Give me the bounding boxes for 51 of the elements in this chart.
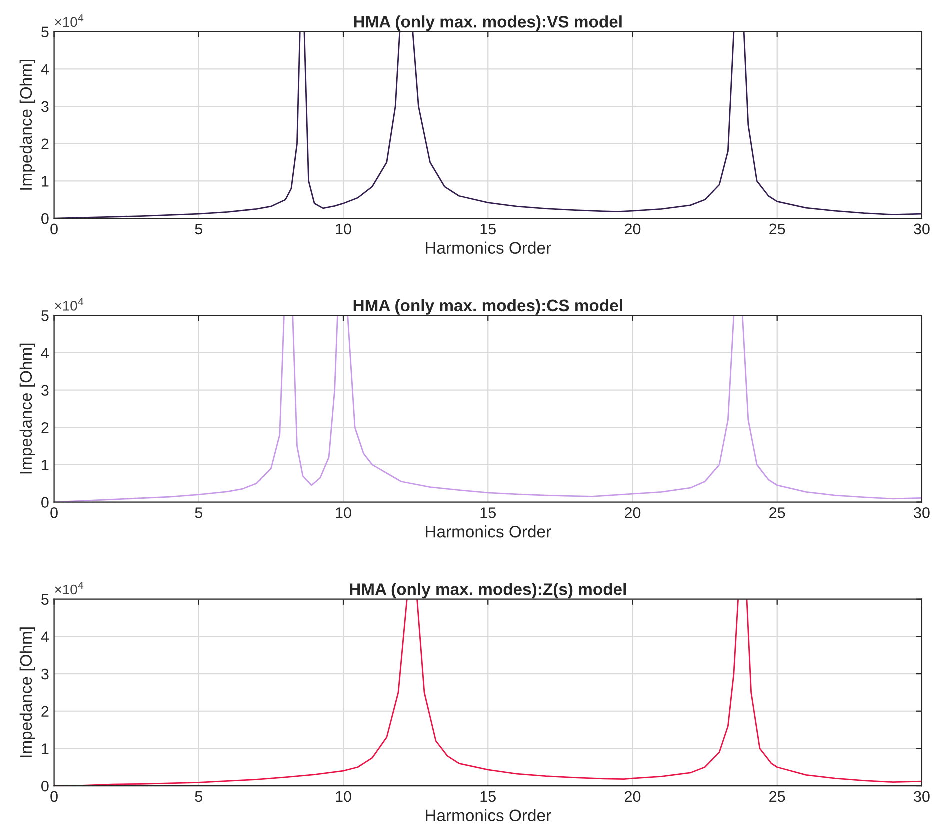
y-tick-label: 1	[42, 176, 49, 187]
y-tick-label: 5	[42, 310, 49, 322]
x-tick-label: 10	[336, 791, 352, 802]
chart-title: HMA (only max. modes):Z(s) model	[350, 583, 626, 599]
x-tick-label: 10	[336, 224, 352, 235]
x-tick-label: 25	[770, 224, 786, 235]
y-axis-title: Impedance [Ohm]	[20, 628, 36, 758]
x-tick-label: 15	[480, 508, 496, 518]
y-axis-title: Impedance [Ohm]	[20, 344, 36, 474]
y-tick-label: 4	[41, 632, 49, 642]
y-tick-label: 0	[42, 497, 49, 508]
chart-title: HMA (only max. modes):VS model	[354, 16, 622, 32]
x-axis-title: Harmonics Order	[426, 809, 552, 822]
y-tick-label: 3	[42, 385, 49, 396]
y-tick-label: 5	[42, 26, 49, 38]
x-tick-label: 5	[195, 224, 203, 235]
y-tick-label: 5	[42, 594, 49, 606]
x-axis-title: Harmonics Order	[426, 526, 552, 538]
x-tick-label: 15	[480, 224, 496, 235]
y-tick-label: 3	[42, 668, 49, 680]
x-tick-label: 30	[914, 508, 930, 518]
x-tick-label: 0	[50, 508, 58, 518]
y-tick-label: 1	[42, 460, 49, 470]
y-tick-label: 0	[42, 213, 49, 224]
y-axis-title: Impedance [Ohm]	[20, 60, 36, 190]
x-tick-label: 20	[625, 508, 641, 518]
x-tick-label: 5	[195, 791, 203, 802]
x-tick-label: 5	[195, 508, 203, 518]
y-tick-label: 1	[42, 744, 49, 754]
x-tick-label: 20	[625, 224, 641, 235]
text: ×10$^{4}$	[55, 298, 84, 311]
x-tick-label: 10	[336, 508, 352, 518]
x-tick-label: 25	[770, 791, 786, 802]
y-tick-label: 2	[42, 706, 49, 717]
x-tick-label: 30	[914, 224, 930, 235]
x-axis-title: Harmonics Order	[426, 242, 552, 254]
x-tick-label: 25	[770, 508, 786, 518]
x-tick-label: 0	[50, 224, 58, 235]
x-tick-label: 0	[50, 791, 58, 802]
y-tick-label: 2	[42, 422, 49, 434]
x-tick-label: 20	[625, 791, 641, 802]
x-tick-label: 15	[480, 791, 496, 802]
y-tick-label: 4	[41, 64, 49, 75]
y-tick-label: 4	[41, 348, 49, 358]
text: ×10$^{4}$	[55, 14, 84, 28]
chart-title: HMA (only max. modes):CS model	[354, 299, 622, 315]
y-tick-label: 2	[42, 138, 49, 150]
x-tick-label: 30	[914, 791, 930, 802]
y-tick-label: 0	[42, 780, 49, 792]
text: ×10$^{4}$	[55, 582, 84, 595]
y-tick-label: 3	[42, 101, 49, 112]
